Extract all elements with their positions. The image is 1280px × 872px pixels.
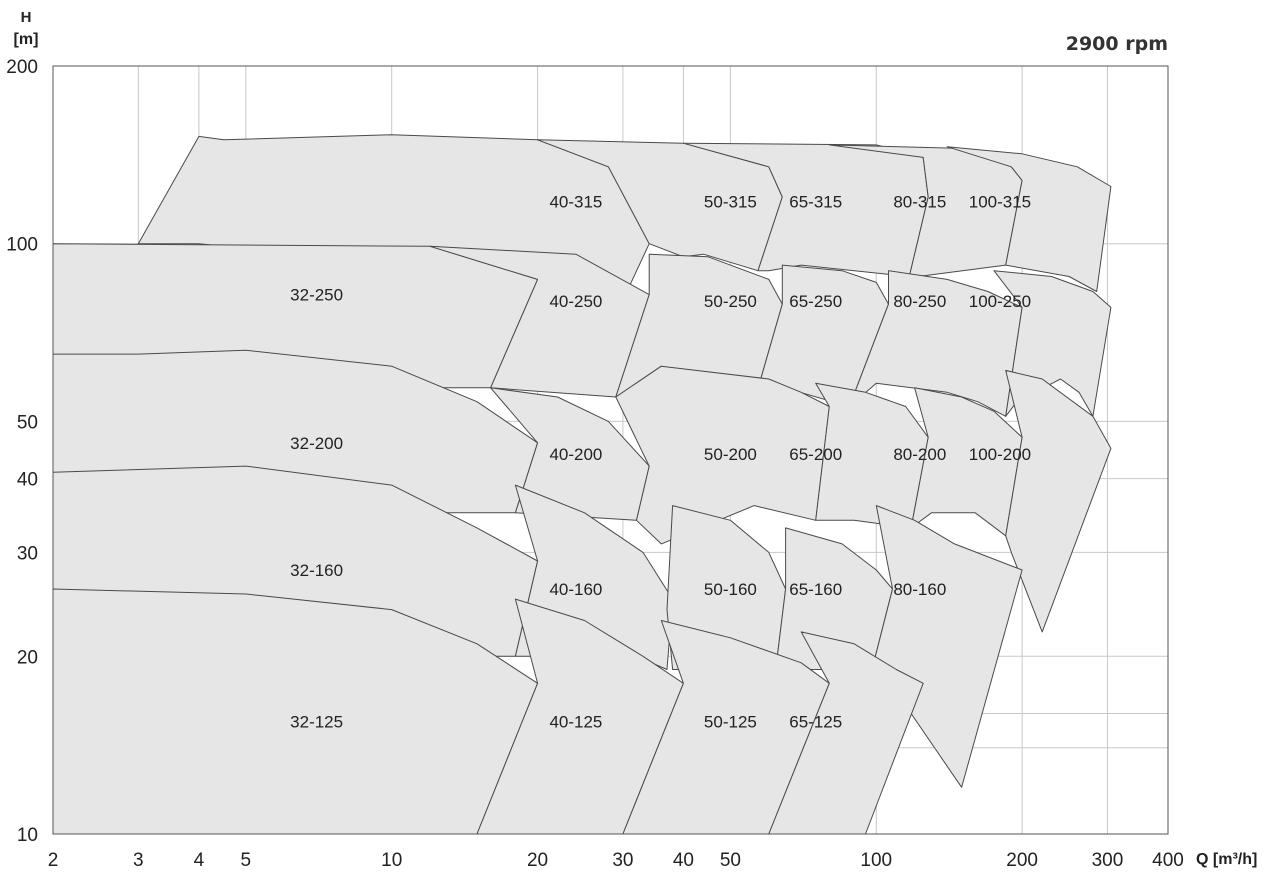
pump-label-100-200: 100-200: [969, 445, 1031, 464]
pump-label-80-160: 80-160: [893, 580, 946, 599]
pump-area-100-315: [946, 146, 1112, 292]
pump-area-80-200: [910, 387, 1023, 537]
y-tick-label: 200: [6, 57, 38, 78]
pump-label-65-125: 65-125: [789, 713, 842, 732]
pump-area-100-200: [1005, 369, 1112, 633]
y-tick-label: 30: [17, 543, 38, 564]
x-tick-label: 40: [673, 850, 694, 871]
pump-label-32-250: 32-250: [290, 286, 343, 305]
x-tick-label: 200: [1006, 850, 1038, 871]
pump-label-40-200: 40-200: [549, 445, 602, 464]
x-tick-label: 4: [194, 850, 205, 871]
y-tick-label: 50: [17, 412, 38, 433]
x-tick-label: 400: [1152, 850, 1184, 871]
pump-label-40-315: 40-315: [549, 192, 602, 211]
x-tick-label: 5: [241, 850, 252, 871]
pump-label-50-315: 50-315: [704, 192, 757, 211]
y-axis-title-unit: [m]: [14, 31, 39, 48]
pump-area-80-250: [848, 270, 1023, 417]
x-tick-label: 3: [133, 850, 144, 871]
pump-labels: 40-315 50-315 65-315 80-315 100-315 32-250 40-…: [290, 192, 1031, 731]
pump-label-80-200: 80-200: [893, 445, 946, 464]
pump-label-100-250: 100-250: [969, 292, 1031, 311]
y-tick-label: 100: [6, 235, 38, 256]
x-tick-label: 30: [612, 850, 633, 871]
x-tick-label: 2: [48, 850, 59, 871]
pump-label-65-315: 65-315: [789, 192, 842, 211]
pump-areas: [52, 134, 1112, 835]
x-axis-title: Q [m³/h]: [1196, 851, 1257, 868]
y-tick-label: 40: [17, 470, 38, 491]
x-tick-label: 50: [720, 850, 741, 871]
pump-label-50-160: 50-160: [704, 580, 757, 599]
pump-area-50-200: [615, 365, 830, 545]
pump-label-80-315: 80-315: [893, 192, 946, 211]
y-tick-label: 20: [17, 647, 38, 668]
axes: 2 3 4 5 10 20 30 40 50 100 200 300 400 10 20 30 40 50 100 2…: [6, 57, 1184, 871]
pump-area-80-160: [871, 505, 1023, 788]
pump-label-32-200: 32-200: [290, 434, 343, 453]
pump-label-80-250: 80-250: [893, 292, 946, 311]
plot-frame: [52, 65, 1169, 835]
pump-label-32-125: 32-125: [290, 713, 343, 732]
pump-label-50-125: 50-125: [704, 713, 757, 732]
pump-label-50-250: 50-250: [704, 292, 757, 311]
pump-label-50-200: 50-200: [704, 445, 757, 464]
pump-label-40-250: 40-250: [549, 292, 602, 311]
pump-label-100-315: 100-315: [969, 192, 1031, 211]
x-tick-label: 20: [527, 850, 548, 871]
pump-label-32-160: 32-160: [290, 561, 343, 580]
pump-label-65-160: 65-160: [789, 580, 842, 599]
speed-label: 2900 rpm: [1066, 33, 1168, 55]
pump-label-65-200: 65-200: [789, 445, 842, 464]
x-tick-label: 10: [381, 850, 402, 871]
x-tick-label: 300: [1092, 850, 1124, 871]
pump-label-40-160: 40-160: [549, 580, 602, 599]
pump-area-65-125: [768, 631, 924, 835]
y-tick-label: 10: [17, 825, 38, 846]
pump-label-40-125: 40-125: [549, 713, 602, 732]
pump-label-65-250: 65-250: [789, 292, 842, 311]
y-axis-title-h: H: [21, 9, 32, 26]
x-tick-label: 100: [860, 850, 892, 871]
